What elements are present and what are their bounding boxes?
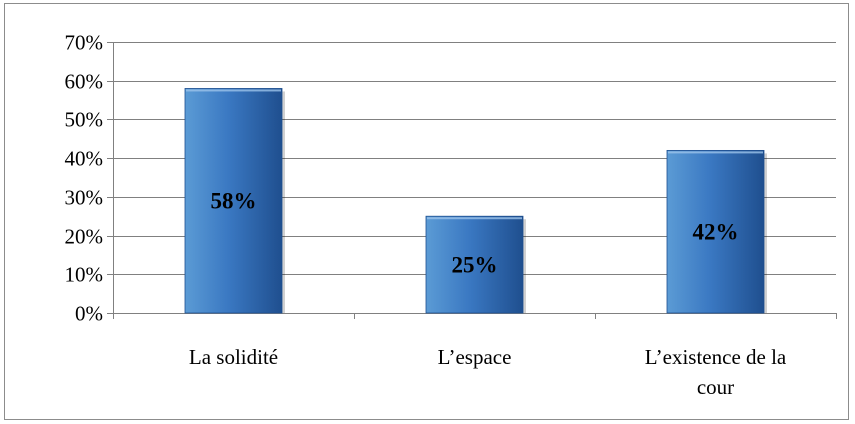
axes: [107, 42, 837, 319]
x-category-label: La solidité: [189, 345, 278, 369]
bar-highlight: [186, 89, 281, 92]
bar-highlight: [427, 217, 522, 220]
x-category-label: cour: [697, 375, 734, 399]
data-label: 25%: [452, 253, 498, 278]
y-tick-label: 40%: [65, 147, 104, 171]
y-tick-label: 60%: [65, 70, 104, 94]
y-tick-label: 0%: [75, 302, 103, 326]
bar: [184, 88, 283, 314]
data-label: 58%: [211, 189, 257, 214]
y-tick-label: 30%: [65, 186, 104, 210]
bar: [666, 149, 765, 314]
y-tick-label: 50%: [65, 108, 104, 132]
x-category-label: L’espace: [438, 345, 512, 369]
y-tick-label: 10%: [65, 263, 104, 287]
x-category-label: L’existence de la: [645, 345, 787, 369]
labels: 0% 10% 20% 30% 40% 50% 60% 70% 58% La solidité 25%…: [65, 31, 787, 400]
bars: [184, 88, 767, 314]
bar-highlight: [668, 151, 763, 154]
data-label: 42%: [693, 220, 739, 245]
y-tick-label: 20%: [65, 225, 104, 249]
bar: [425, 215, 524, 314]
y-tick-label: 70%: [65, 31, 104, 55]
